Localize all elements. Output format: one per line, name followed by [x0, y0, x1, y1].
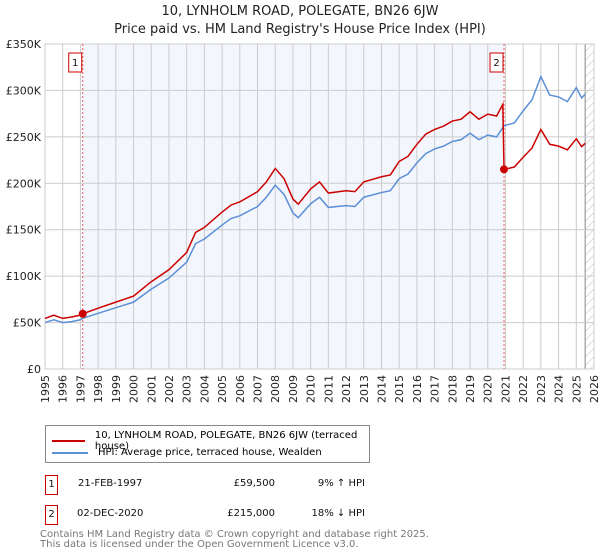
legend-swatch-red	[52, 440, 85, 442]
legend-label: HPI: Average price, terraced house, Weal…	[98, 447, 322, 458]
x-tick-label: 2024	[553, 375, 566, 403]
sale-hpi-diff: 9% ↑ HPI	[317, 478, 365, 489]
x-tick-label: 2006	[234, 375, 247, 403]
x-tick-label: 2000	[128, 375, 141, 403]
x-tick-label: 2010	[305, 375, 318, 403]
x-tick-label: 2007	[252, 375, 265, 403]
legend-label: 10, LYNHOLM ROAD, POLEGATE, BN26 6JW (te…	[94, 430, 358, 452]
sale-row-2: 2 02-DEC-2020 £215,000 18% ↓ HPI	[45, 505, 445, 525]
sale-point	[500, 165, 509, 174]
x-tick-label: 2002	[163, 375, 176, 403]
sale-row-1: 1 21-FEB-1997 £59,500 9% ↑ HPI	[45, 475, 445, 495]
x-tick-label: 2012	[340, 375, 353, 403]
x-tick-label: 2015	[393, 375, 406, 403]
plot-area: 1995 1996 1997 1998 1999 2000 2001 2002 2003 2004…	[6, 38, 600, 403]
chart-title: 10, LYNHOLM ROAD, POLEGATE, BN26 6JW	[161, 4, 439, 19]
x-tick-label: 2016	[411, 375, 424, 403]
x-tick-label: 2008	[269, 375, 282, 403]
x-tick-label: 1999	[110, 375, 123, 403]
x-tick-label: 1995	[39, 375, 52, 403]
x-tick-label: 2013	[358, 375, 371, 403]
y-tick-label: £200K	[6, 177, 42, 190]
sale-badge: 2	[45, 505, 58, 525]
y-tick-label: £350K	[6, 38, 42, 51]
sale-hpi-diff: 18% ↓ HPI	[311, 508, 365, 519]
y-tick-label: £0	[27, 363, 41, 376]
hpi-line	[44, 74, 586, 324]
sale-badge-box	[489, 52, 504, 73]
x-tick-label: 1998	[92, 375, 105, 403]
y-tick-label: £250K	[6, 131, 42, 144]
y-tick-label: £50K	[13, 317, 42, 330]
sale-point	[78, 309, 87, 318]
x-tick-label: 2003	[181, 375, 194, 403]
sale-date: 21-FEB-1997	[78, 478, 143, 489]
x-tick-label: 2004	[198, 375, 211, 403]
footer-line-1: Contains HM Land Registry data © Crown c…	[40, 529, 429, 540]
sale-badge-label: 2	[493, 58, 499, 69]
footer: Contains HM Land Registry data © Crown c…	[40, 530, 429, 550]
x-tick-label: 2001	[145, 375, 158, 403]
hatched-future-region	[585, 44, 594, 369]
sale-badge-label: 1	[72, 58, 78, 69]
legend-item-hpi: HPI: Average price, terraced house, Weal…	[52, 447, 322, 458]
y-tick-label: £300K	[6, 84, 42, 97]
y-tick-label: £150K	[6, 224, 42, 237]
x-tick-label: 2025	[570, 375, 583, 403]
x-tick-label: 2020	[482, 375, 495, 403]
sale-price: £59,500	[233, 478, 275, 489]
chart-subtitle: Price paid vs. HM Land Registry's House …	[114, 22, 486, 37]
y-tick-label: £100K	[6, 270, 42, 283]
x-tick-label: 2005	[216, 375, 229, 403]
legend: 10, LYNHOLM ROAD, POLEGATE, BN26 6JW (te…	[45, 425, 370, 463]
x-tick-label: 2014	[375, 375, 388, 403]
x-tick-label: 2009	[287, 375, 300, 403]
x-tick-label: 2011	[322, 375, 335, 403]
sale-price: £215,000	[227, 508, 275, 519]
legend-item-property: 10, LYNHOLM ROAD, POLEGATE, BN26 6JW (te…	[52, 430, 369, 452]
x-tick-label: 2022	[517, 375, 530, 403]
x-tick-label: 2019	[464, 375, 477, 403]
x-tick-label: 2021	[499, 375, 512, 403]
x-tick-label: 2023	[535, 375, 548, 403]
plot-border	[44, 43, 595, 370]
x-tick-label: 1997	[74, 375, 87, 403]
x-tick-label: 2026	[588, 375, 600, 403]
sale-badge-box	[68, 52, 83, 73]
legend-swatch-blue	[52, 451, 88, 454]
footer-line-2: This data is licensed under the Open Gov…	[40, 539, 359, 550]
x-tick-label: 1996	[57, 375, 70, 403]
x-tick-label: 2018	[446, 375, 459, 403]
sale-badge: 1	[45, 475, 58, 495]
price-paid-line	[44, 101, 586, 320]
x-tick-label: 2017	[429, 375, 442, 403]
sale-date: 02-DEC-2020	[77, 508, 144, 519]
